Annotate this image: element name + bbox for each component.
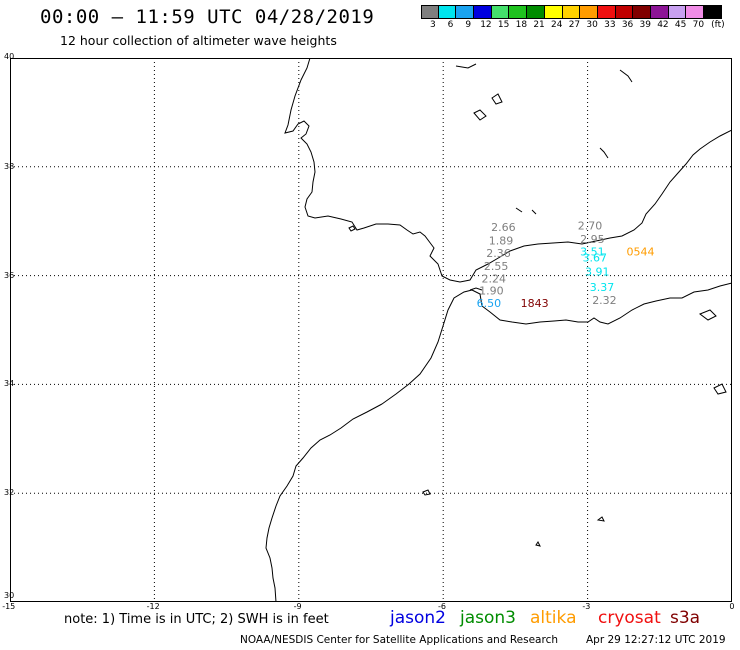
wave-height-observation: 3.51 (580, 245, 605, 258)
islet-e (473, 109, 487, 121)
legend-swatch (633, 5, 651, 19)
legend-labels: 3 6 9 12 15 18 21 24 27 30 33 36 39 42 45 70 (ft) (421, 20, 740, 34)
satellite-name: jason3 (460, 608, 516, 628)
legend-label: 6 (447, 20, 454, 30)
legend-swatch (491, 5, 510, 19)
wave-height-observation: 1.89 (489, 235, 514, 248)
legend-label: 12 (480, 20, 492, 30)
legend-unit: (ft) (711, 20, 725, 30)
wave-height-observation: 0544 (627, 245, 655, 258)
islet-a (422, 489, 431, 496)
morocco-coastline (265, 289, 473, 602)
longitude-tick-label: -3 (582, 602, 591, 611)
wave-height-observation: 3.37 (590, 281, 615, 294)
iberia-west-coastline (284, 58, 732, 283)
generated-timestamp: Apr 29 12:27:12 UTC 2019 (586, 634, 726, 646)
graticule (10, 58, 732, 602)
legend-swatch (527, 5, 545, 19)
islet-k (531, 209, 537, 215)
islet-i (599, 147, 609, 159)
legend-swatch (650, 5, 669, 19)
wave-height-observation: 2.70 (578, 219, 603, 232)
legend-label: 21 (533, 20, 545, 30)
latitude-tick-label: 40 (4, 52, 15, 61)
satellite-name: altika (530, 608, 577, 628)
satellite-name: s3a (670, 608, 701, 628)
islet-h (619, 69, 633, 83)
longitude-tick-label: -6 (438, 602, 446, 611)
color-legend (421, 5, 722, 19)
legend-label: 45 (674, 20, 687, 30)
legend-swatch (456, 5, 475, 19)
legend-swatch (509, 5, 528, 19)
latitude-tick-label: 34 (4, 379, 15, 389)
wave-height-observation: 2.55 (484, 260, 509, 273)
footer-credit: NOAA/NESDIS Center for Satellite Applica… (240, 634, 726, 646)
legend-swatch (704, 5, 722, 19)
legend-swatch (580, 5, 598, 19)
legend-swatch (544, 5, 563, 19)
observations-layer: 2.661.892.362.552.241.906.50 1843 2.702.95… (477, 219, 655, 310)
map-canvas: 2.661.892.362.552.241.906.50 1843 2.702.95… (10, 58, 732, 602)
islet-j (515, 207, 523, 213)
legend-label: 27 (568, 20, 581, 30)
page-title: 00:00 – 11:59 UTC 04/28/2019 (40, 6, 375, 28)
legend-swatch (668, 5, 687, 19)
wave-height-observation: 3.67 (583, 251, 608, 264)
legend-swatch (421, 5, 439, 19)
islet-c (535, 541, 541, 547)
wave-height-observation: 3.91 (585, 266, 610, 279)
legend-swatch (474, 5, 492, 19)
wave-height-observation: 2.32 (592, 294, 617, 307)
coastline (265, 58, 732, 602)
satellite-name: jason2 (390, 608, 446, 628)
latitude-tick-label: 32 (4, 488, 15, 498)
legend-label: 18 (515, 20, 528, 30)
legend-label: 9 (465, 20, 472, 30)
legend-label: 33 (604, 20, 616, 30)
north-africa-coastline (471, 282, 732, 325)
islet-b (596, 516, 605, 522)
islet-m (713, 383, 727, 395)
islet-l (698, 309, 717, 321)
credit-text: NOAA/NESDIS Center for Satellite Applica… (240, 634, 558, 646)
islet-g (455, 63, 477, 69)
legend-label: 24 (551, 20, 563, 30)
legend-swatch (562, 5, 581, 19)
legend-swatch (597, 5, 616, 19)
latitude-tick-label: 36 (4, 270, 15, 280)
longitude-tick-label: -15 (2, 602, 16, 611)
legend-label: 30 (586, 20, 598, 30)
satellite-name: cryosat (598, 608, 661, 628)
footer-note: note: 1) Time is in UTC; 2) SWH is in fe… (64, 612, 329, 627)
islet-d (348, 225, 356, 232)
wave-height-observation: 2.66 (491, 221, 516, 234)
wave-height-observation: 2.24 (481, 273, 506, 286)
islet-f (491, 93, 503, 105)
longitude-tick-label: 0 (729, 602, 735, 611)
wave-height-observation: 6.50 (477, 297, 502, 310)
wave-height-observation: 1.90 (479, 285, 504, 298)
latitude-tick-label: 30 (4, 591, 15, 600)
legend-label: 36 (621, 20, 634, 30)
longitude-tick-label: -12 (146, 602, 160, 611)
wave-height-observation: 1843 (521, 297, 549, 310)
latitude-tick-label: 38 (4, 161, 15, 171)
legend-label: 15 (497, 20, 510, 30)
legend-label: 42 (657, 20, 669, 30)
legend-swatch (686, 5, 704, 19)
legend-swatch (438, 5, 457, 19)
legend-swatch (615, 5, 634, 19)
wave-height-observation: 2.95 (580, 233, 605, 246)
strait-detail (469, 287, 483, 291)
legend-label: 39 (639, 20, 651, 30)
page-subtitle: 12 hour collection of altimeter wave hei… (60, 33, 337, 48)
legend-label: 3 (429, 20, 436, 30)
wave-height-observation: 2.36 (486, 247, 511, 260)
longitude-tick-label: -9 (293, 602, 302, 611)
legend-label: 70 (692, 20, 705, 30)
map-panel: 2.66 1.89 2.36 2.55 2.24 1.90 6.50 1843 2.70 2.95… (10, 58, 732, 602)
